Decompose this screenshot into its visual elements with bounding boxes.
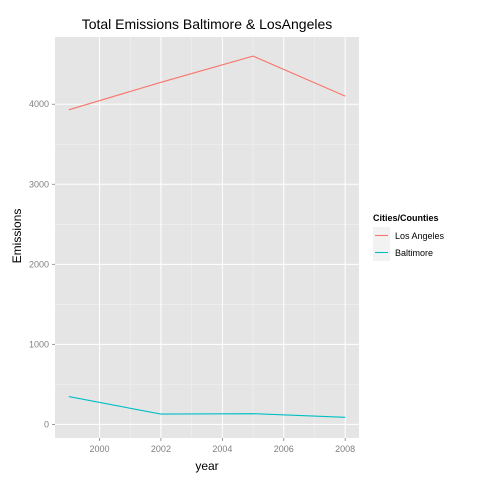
x-axis-ticks: 2000 2002 2004 2006 2008 bbox=[90, 438, 355, 454]
y-tick-label: 3000 bbox=[29, 179, 49, 189]
major-gridlines bbox=[55, 37, 359, 438]
x-tick-label: 2008 bbox=[335, 444, 355, 454]
y-axis-ticks: 0 1000 2000 3000 4000 bbox=[29, 99, 55, 429]
x-tick-label: 2002 bbox=[151, 444, 171, 454]
y-tick-label: 4000 bbox=[29, 99, 49, 109]
x-tick-label: 2004 bbox=[212, 444, 232, 454]
legend: Cities/Counties Los Angeles Baltimore bbox=[373, 213, 445, 261]
x-tick-label: 2006 bbox=[274, 444, 294, 454]
y-tick-label: 1000 bbox=[29, 339, 49, 349]
plot-panel bbox=[55, 37, 359, 438]
legend-title: Cities/Counties bbox=[373, 213, 439, 223]
series-line-baltimore bbox=[68, 396, 346, 418]
x-tick-label: 2000 bbox=[90, 444, 110, 454]
chart-title: Total Emissions Baltimore & LosAngeles bbox=[82, 16, 333, 32]
legend-label-los-angeles: Los Angeles bbox=[395, 231, 445, 241]
y-axis-title: Emissions bbox=[10, 209, 24, 264]
y-tick-label: 0 bbox=[44, 419, 49, 429]
legend-label-baltimore: Baltimore bbox=[395, 248, 433, 258]
x-axis-title: year bbox=[195, 459, 218, 473]
series-lines bbox=[68, 55, 346, 418]
series-line-los-angeles bbox=[68, 55, 346, 111]
y-tick-label: 2000 bbox=[29, 259, 49, 269]
